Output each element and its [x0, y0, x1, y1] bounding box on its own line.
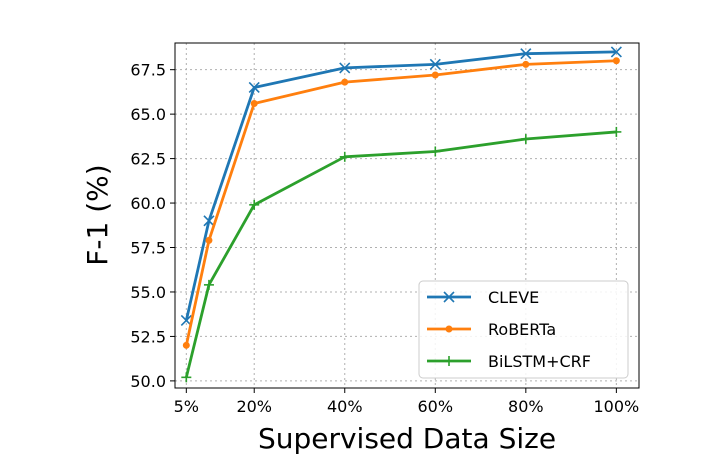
- x-tick-label: 80%: [508, 397, 544, 416]
- data-point: [431, 71, 439, 79]
- y-tick-label: 57.5: [130, 239, 166, 258]
- y-tick-label: 50.0: [130, 372, 166, 391]
- x-tick-label: 40%: [327, 397, 363, 416]
- series-line: [184, 50, 617, 321]
- legend-marker: [445, 325, 453, 333]
- legend-box: [418, 280, 629, 379]
- data-point: [429, 58, 441, 70]
- data-point: [250, 99, 258, 107]
- legend-items: CLEVE RoBERTa BiLSTM+CRF: [427, 288, 591, 371]
- legend: CLEVE RoBERTa BiLSTM+CRF: [418, 280, 629, 379]
- y-tick-label: 65.0: [130, 105, 166, 124]
- x-tick-label: 60%: [418, 397, 454, 416]
- data-point: [522, 60, 530, 68]
- data-point: [430, 146, 441, 157]
- legend-label: RoBERTa: [488, 320, 556, 339]
- series-1: [182, 57, 620, 349]
- data-point: [612, 57, 620, 65]
- data-point: [182, 341, 190, 349]
- series-lines: [180, 46, 622, 383]
- series-2: [181, 126, 622, 383]
- x-axis-label: Supervised Data Size: [258, 422, 556, 455]
- y-tick-label: 60.0: [130, 194, 166, 213]
- y-tick-label: 62.5: [130, 150, 166, 169]
- legend-item: BiLSTM+CRF: [427, 352, 591, 371]
- data-point: [341, 78, 349, 86]
- y-tick-label: 52.5: [130, 327, 166, 346]
- data-point: [339, 62, 351, 74]
- data-point: [520, 48, 532, 60]
- data-point: [205, 236, 213, 244]
- y-tick-label: 55.0: [130, 283, 166, 302]
- legend-marker: [444, 356, 454, 366]
- y-axis-label: F-1 (%): [81, 164, 114, 265]
- legend-label: CLEVE: [488, 288, 539, 307]
- x-tick-label: 100%: [593, 397, 639, 416]
- plot-frame: [174, 42, 640, 389]
- data-point: [203, 279, 214, 290]
- legend-marker: [443, 291, 455, 303]
- data-point: [610, 46, 622, 58]
- data-point: [248, 81, 260, 94]
- data-point: [203, 215, 215, 227]
- x-tick-label: 20%: [236, 397, 272, 416]
- y-tick-label: 67.5: [130, 61, 166, 80]
- data-point: [339, 151, 350, 162]
- data-point: [611, 126, 622, 137]
- x-tick-label: 5%: [174, 397, 199, 416]
- legend-item: CLEVE: [427, 288, 539, 307]
- legend-item: RoBERTa: [427, 320, 556, 339]
- legend-label: BiLSTM+CRF: [488, 352, 591, 371]
- data-point: [249, 199, 260, 210]
- data-point: [181, 372, 192, 383]
- data-point: [520, 134, 531, 145]
- axis-ticks: 50.0 52.5 55.0 57.5 60.0 62.5 65.0 67.5 5% 20% 40%…: [130, 61, 639, 416]
